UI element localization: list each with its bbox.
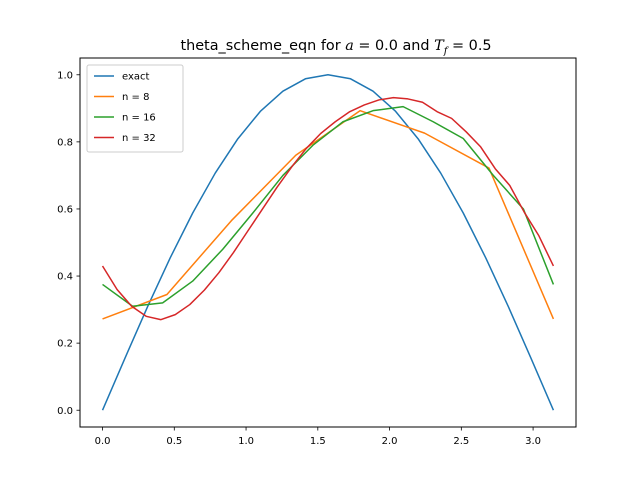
legend-label: n = 32 <box>122 133 156 144</box>
x-tick-label: 1.0 <box>238 436 254 447</box>
legend-label: n = 8 <box>122 92 149 103</box>
legend-label: n = 16 <box>122 113 156 124</box>
y-tick-label: 0.4 <box>57 272 73 283</box>
x-tick-label: 2.5 <box>453 436 469 447</box>
x-tick-label: 0.5 <box>166 436 182 447</box>
y-tick-label: 0.2 <box>57 339 73 350</box>
y-tick-label: 0.0 <box>57 406 73 417</box>
series-line <box>101 74 555 411</box>
y-tick-label: 1.0 <box>57 70 73 81</box>
chart-title: theta_scheme_eqn for a = 0.0 and Tf = 0.… <box>180 38 491 57</box>
axis-ticks: 0.0 0.5 1.0 1.5 2.0 2.5 3.0 0.0 0.2 0.4 0.6 0.8 1.0 <box>57 70 541 447</box>
y-tick-label: 0.6 <box>57 205 73 216</box>
series-layer <box>101 74 555 411</box>
series-line <box>102 105 555 307</box>
legend-box <box>86 64 184 153</box>
legend: exact n = 8 n = 16 n = 32 <box>86 64 184 153</box>
x-tick-label: 0.0 <box>95 436 111 447</box>
y-tick-label: 0.8 <box>57 137 73 148</box>
x-tick-label: 3.0 <box>525 436 541 447</box>
x-tick-label: 1.5 <box>310 436 326 447</box>
x-tick-label: 2.0 <box>382 436 398 447</box>
axes-frame <box>79 57 577 428</box>
legend-label: exact <box>122 72 150 83</box>
series-line <box>101 96 555 321</box>
